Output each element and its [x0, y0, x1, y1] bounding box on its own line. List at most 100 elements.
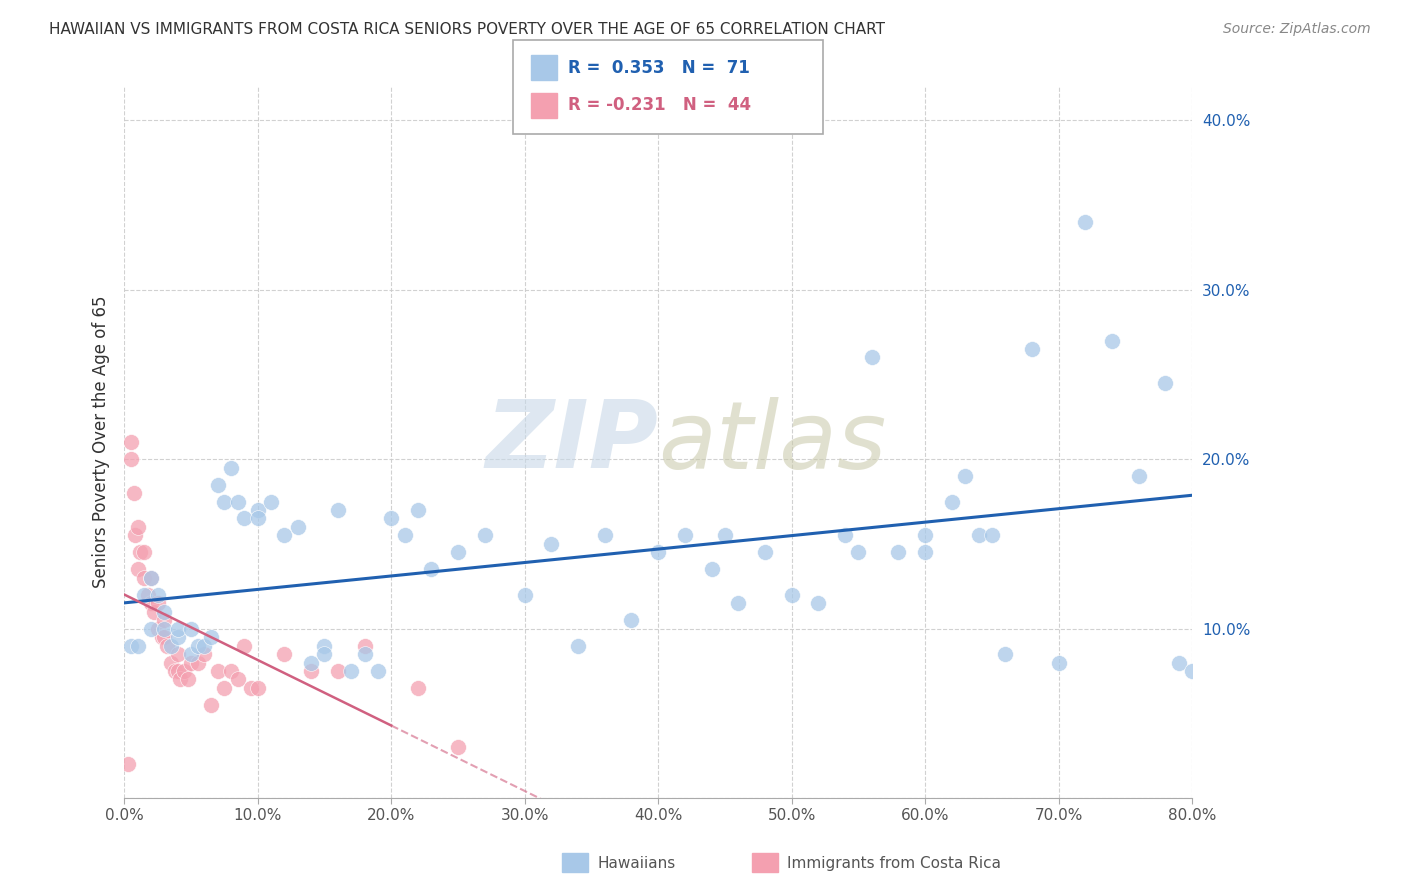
Point	[967, 528, 990, 542]
Point	[146, 622, 169, 636]
Point	[914, 528, 936, 542]
Point	[166, 647, 188, 661]
Point	[142, 605, 165, 619]
Point	[187, 656, 209, 670]
Point	[394, 528, 416, 542]
Text: Immigrants from Costa Rica: Immigrants from Costa Rica	[787, 856, 1001, 871]
Point	[299, 656, 322, 670]
Point	[406, 503, 429, 517]
Text: R = -0.231   N =  44: R = -0.231 N = 44	[568, 96, 751, 114]
Text: Source: ZipAtlas.com: Source: ZipAtlas.com	[1223, 22, 1371, 37]
Point	[540, 537, 562, 551]
Point	[153, 613, 176, 627]
Point	[122, 486, 145, 500]
Point	[240, 681, 263, 695]
Point	[139, 571, 162, 585]
Point	[146, 588, 169, 602]
Point	[474, 528, 496, 542]
Point	[214, 681, 236, 695]
Point	[226, 494, 249, 508]
Point	[139, 571, 162, 585]
Point	[207, 477, 229, 491]
Point	[200, 698, 222, 712]
Text: HAWAIIAN VS IMMIGRANTS FROM COSTA RICA SENIORS POVERTY OVER THE AGE OF 65 CORREL: HAWAIIAN VS IMMIGRANTS FROM COSTA RICA S…	[49, 22, 886, 37]
Point	[447, 545, 470, 559]
Point	[134, 545, 156, 559]
Y-axis label: Seniors Poverty Over the Age of 65: Seniors Poverty Over the Age of 65	[93, 296, 110, 589]
Point	[1154, 376, 1177, 390]
Text: ZIP: ZIP	[485, 396, 658, 488]
Point	[673, 528, 696, 542]
Point	[807, 596, 830, 610]
Point	[714, 528, 737, 542]
Point	[981, 528, 1004, 542]
Point	[193, 647, 215, 661]
Point	[287, 520, 309, 534]
Point	[134, 588, 156, 602]
Point	[314, 647, 336, 661]
Text: atlas: atlas	[658, 397, 886, 488]
Point	[117, 757, 139, 772]
Point	[353, 647, 375, 661]
Point	[941, 494, 963, 508]
Point	[727, 596, 749, 610]
Point	[187, 639, 209, 653]
Point	[647, 545, 669, 559]
Point	[127, 562, 149, 576]
Point	[299, 664, 322, 678]
Text: Hawaiians: Hawaiians	[598, 856, 676, 871]
Point	[180, 622, 202, 636]
Point	[447, 740, 470, 755]
Point	[177, 673, 200, 687]
Point	[150, 630, 173, 644]
Point	[163, 664, 186, 678]
Point	[207, 664, 229, 678]
Point	[160, 656, 183, 670]
Point	[326, 503, 349, 517]
Point	[153, 605, 176, 619]
Point	[120, 452, 142, 467]
Point	[593, 528, 616, 542]
Point	[367, 664, 389, 678]
Point	[120, 639, 142, 653]
Point	[887, 545, 910, 559]
Point	[914, 545, 936, 559]
Point	[620, 613, 643, 627]
Point	[156, 639, 179, 653]
Point	[166, 630, 188, 644]
Point	[1181, 664, 1204, 678]
Point	[513, 588, 536, 602]
Point	[567, 639, 589, 653]
Point	[1167, 656, 1189, 670]
Point	[146, 596, 169, 610]
Point	[1101, 334, 1123, 348]
Point	[1128, 469, 1150, 483]
Point	[129, 545, 152, 559]
Point	[246, 511, 269, 525]
Point	[260, 494, 283, 508]
Point	[834, 528, 856, 542]
Point	[180, 647, 202, 661]
Point	[134, 571, 156, 585]
Point	[420, 562, 443, 576]
Point	[780, 588, 803, 602]
Point	[1074, 215, 1097, 229]
Point	[994, 647, 1017, 661]
Point	[153, 622, 176, 636]
Point	[353, 639, 375, 653]
Point	[246, 503, 269, 517]
Point	[700, 562, 723, 576]
Point	[380, 511, 402, 525]
Point	[139, 622, 162, 636]
Point	[860, 351, 883, 365]
Point	[273, 647, 295, 661]
Point	[193, 639, 215, 653]
Point	[166, 622, 188, 636]
Point	[226, 673, 249, 687]
Point	[326, 664, 349, 678]
Point	[314, 639, 336, 653]
Point	[153, 630, 176, 644]
Point	[340, 664, 363, 678]
Point	[955, 469, 977, 483]
Point	[139, 596, 162, 610]
